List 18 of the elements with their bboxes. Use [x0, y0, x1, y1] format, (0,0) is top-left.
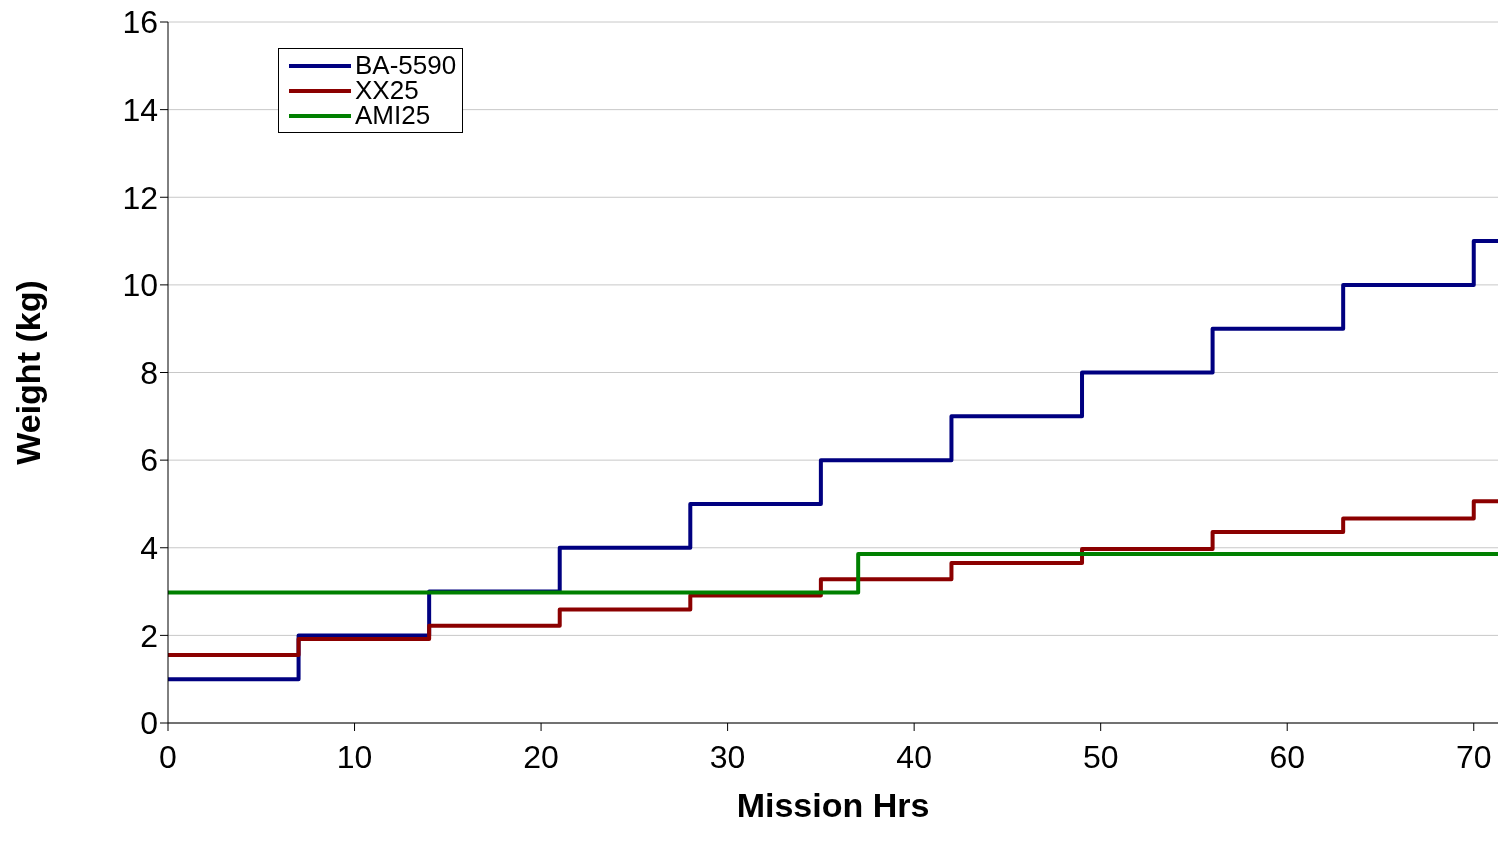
x-tick-label: 20: [523, 738, 559, 775]
y-tick-label: 8: [140, 354, 158, 391]
x-tick-label: 70: [1455, 738, 1492, 775]
y-tick-label: 12: [122, 179, 158, 216]
x-tick-label: 50: [1082, 738, 1119, 775]
y-tick-label: 14: [122, 91, 158, 128]
x-tick-label: 40: [896, 738, 932, 775]
y-tick-label: 0: [140, 705, 158, 742]
x-axis-title: Mission Hrs: [736, 786, 930, 824]
y-tick-label: 16: [122, 4, 158, 41]
x-tick-label: 60: [1269, 738, 1306, 775]
y-axis-title: Weight (kg): [9, 280, 48, 465]
y-tick-label: 6: [140, 442, 158, 479]
y-tick-label: 2: [140, 617, 158, 654]
y-tick-label: 4: [140, 530, 158, 567]
y-tick-label: 10: [122, 267, 158, 304]
x-tick-label: 30: [709, 738, 746, 775]
x-tick-label: 10: [336, 738, 373, 775]
